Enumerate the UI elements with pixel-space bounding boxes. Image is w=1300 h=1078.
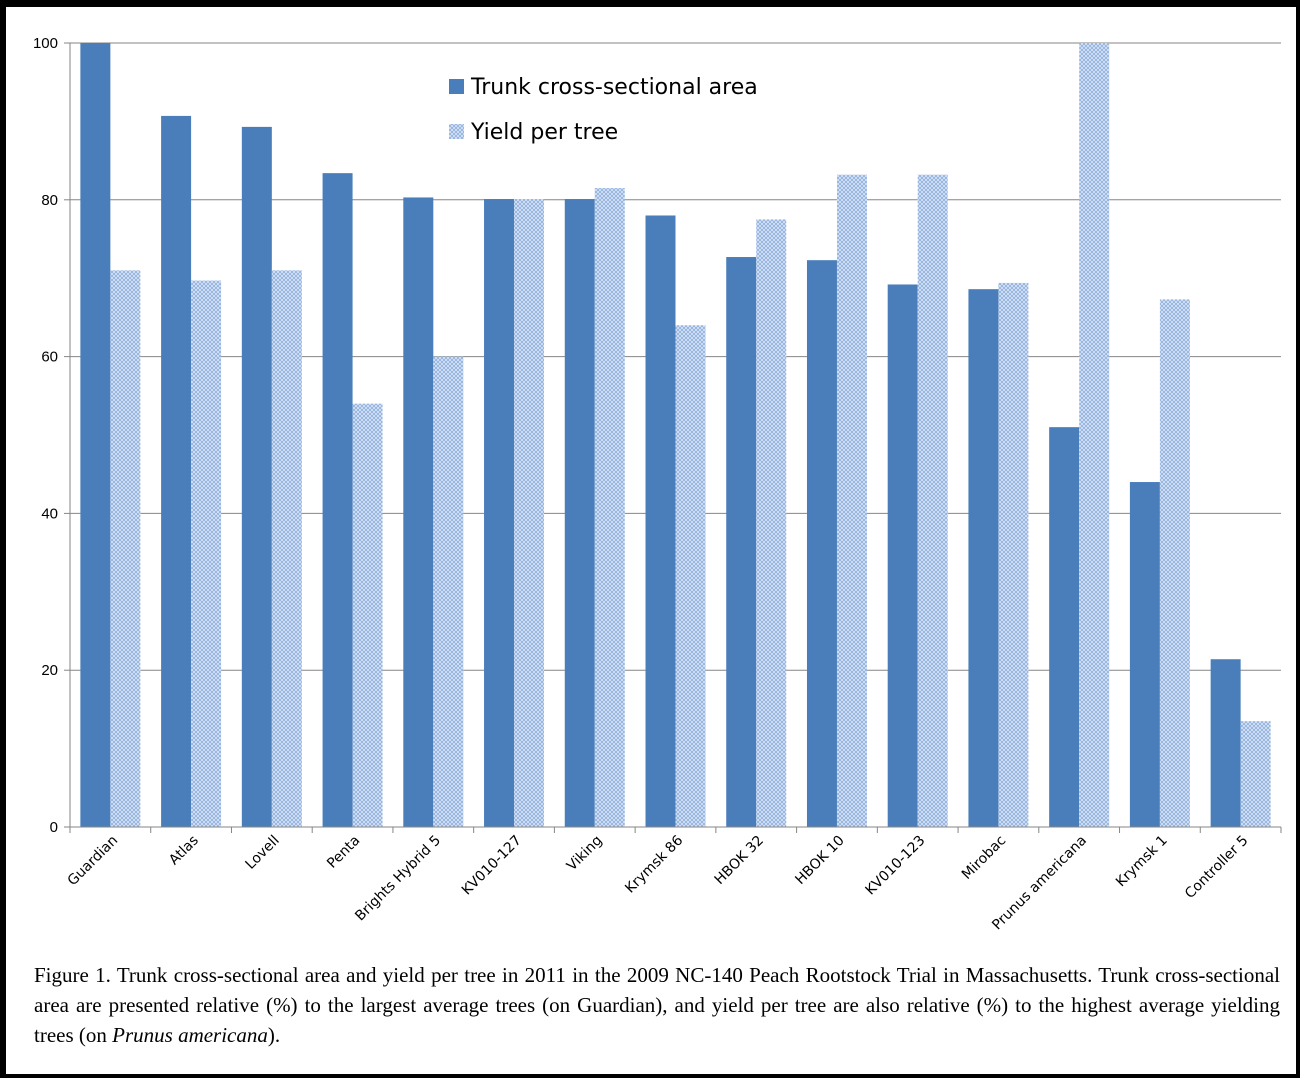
x-category-label: Controller 5: [1182, 833, 1251, 902]
bar-trunk-area: [322, 173, 353, 828]
bar-trunk-area: [241, 126, 272, 827]
x-category-label: HBOK 10: [792, 833, 847, 888]
y-tick-label: 40: [41, 505, 58, 522]
bar-yield: [1240, 721, 1271, 827]
bar-chart: 0 20 40 60 80 100 Guardian Atlas Lovell PentaBrig…: [33, 35, 1282, 933]
bar-trunk-area: [403, 197, 434, 827]
bar-yield: [917, 174, 948, 827]
x-category-label: Krymsk 86: [622, 832, 686, 896]
x-category-label: Guardian: [65, 833, 122, 890]
x-category-label: KV010-123: [863, 833, 929, 899]
caption-species: Prunus americana: [112, 1023, 268, 1047]
bar-yield: [836, 174, 867, 827]
bar-trunk-area: [1049, 427, 1080, 827]
caption-end: ).: [267, 1023, 281, 1047]
bar-trunk-area: [887, 284, 918, 827]
caption-text: Figure 1. Trunk cross-sectional area and…: [34, 963, 1280, 1047]
bar-yield: [433, 356, 464, 827]
y-tick-label: 0: [50, 819, 58, 836]
legend-swatch-trunk: [449, 79, 464, 94]
x-category-label: HBOK 32: [712, 833, 767, 888]
bar-yield: [514, 199, 545, 828]
bar-yield: [594, 188, 625, 828]
bars: [80, 43, 1271, 828]
bar-yield: [352, 403, 383, 827]
x-category-label: Brights Hybrid 5: [352, 833, 444, 925]
bar-trunk-area: [80, 43, 111, 827]
bar-trunk-area: [806, 260, 837, 828]
bar-trunk-area: [645, 215, 676, 828]
bar-trunk-area: [1210, 659, 1241, 827]
bar-yield: [675, 325, 706, 827]
bar-yield: [1079, 43, 1110, 827]
bar-yield: [191, 280, 222, 827]
bar-trunk-area: [1129, 482, 1160, 827]
y-tick-label: 20: [41, 662, 58, 679]
y-tick-label: 80: [41, 192, 58, 209]
x-category-label: Lovell: [243, 833, 283, 873]
x-category-label: Penta: [324, 833, 363, 872]
bar-trunk-area: [484, 199, 515, 828]
bar-yield: [756, 219, 787, 827]
x-category-label: Atlas: [166, 833, 202, 869]
bar-yield: [1159, 299, 1190, 827]
legend-swatch-yield: [449, 124, 464, 139]
bar-yield: [271, 270, 302, 827]
bar-trunk-area: [564, 199, 595, 828]
x-category-label: Krymsk 1: [1113, 833, 1171, 891]
legend-label: Yield per tree: [470, 120, 618, 145]
bar-trunk-area: [726, 257, 757, 828]
figure-caption: Figure 1. Trunk cross-sectional area and…: [34, 960, 1280, 1050]
bar-trunk-area: [161, 115, 192, 828]
bar-trunk-area: [968, 289, 999, 827]
bar-yield: [998, 282, 1029, 827]
legend-label: Trunk cross-sectional area: [470, 75, 758, 100]
x-category-label: Mirobac: [959, 833, 1009, 883]
y-tick-label: 100: [33, 35, 58, 52]
y-tick-label: 60: [41, 349, 58, 366]
x-category-label: Viking: [564, 833, 606, 875]
bar-yield: [110, 270, 141, 827]
x-category-label: KV010-127: [459, 833, 525, 899]
legend: Trunk cross-sectional area Yield per tree: [449, 75, 758, 145]
